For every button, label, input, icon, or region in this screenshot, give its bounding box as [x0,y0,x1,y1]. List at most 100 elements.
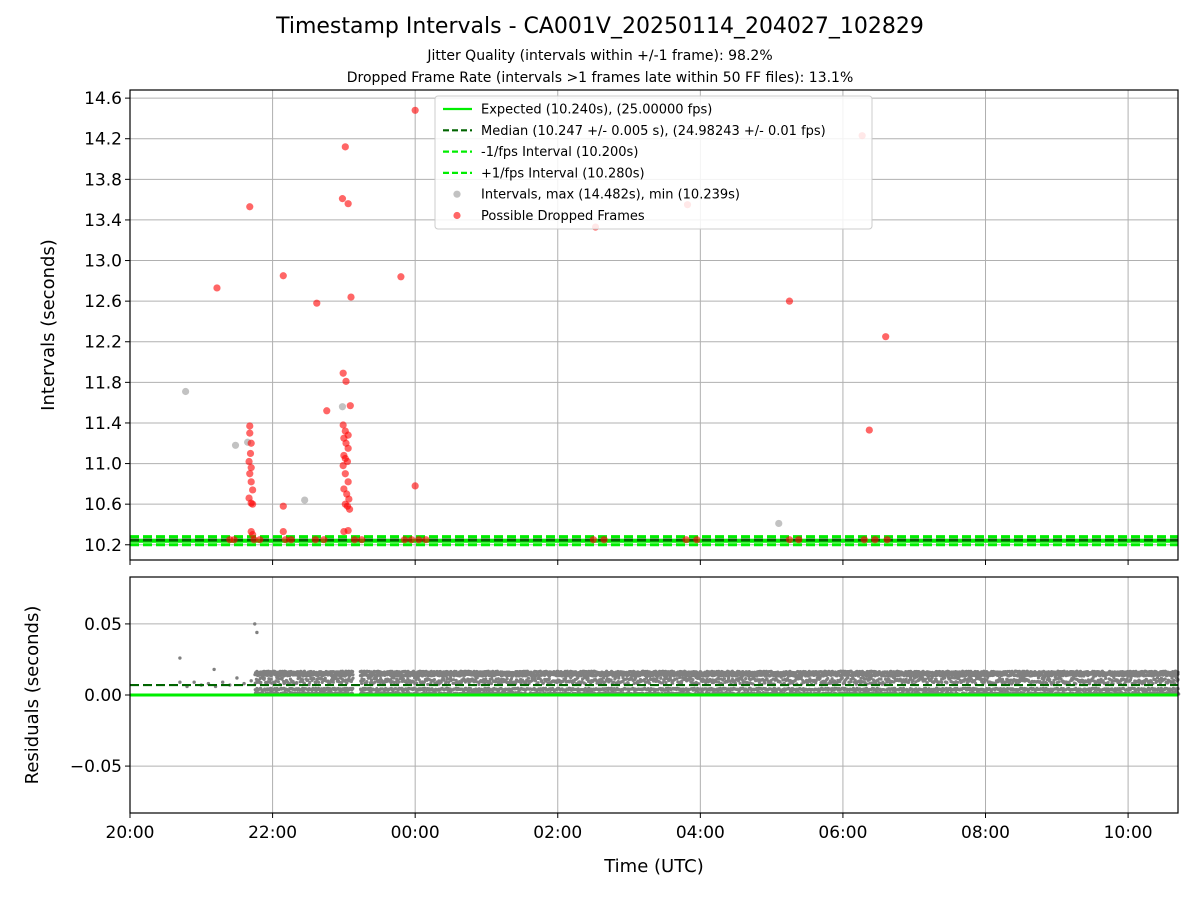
dropped-frame-point [415,536,423,544]
dropped-frame-point [883,536,891,544]
dropped-frame-point [682,536,690,544]
residual-point [945,680,949,684]
legend-label: -1/fps Interval (10.200s) [481,145,638,160]
dropped-frame-point [345,495,353,503]
legend-box [434,95,873,230]
x-tick-label: 22:00 [248,823,297,843]
dropped-frame-point [323,407,331,415]
residual-point [365,679,369,684]
top-y-tick-label: 10.2 [84,536,122,556]
residual-point [505,677,509,681]
x-tick-label: 02:00 [533,823,582,843]
residual-point [477,682,481,686]
dropped-frame-point [249,486,257,494]
top-y-tick-label: 12.2 [84,333,122,353]
residual-point [744,676,748,681]
residual-point [849,680,853,684]
residual-point [276,680,280,684]
dropped-frame-point [350,536,359,544]
residual-point [262,676,266,680]
legend-label: Expected (10.240s), (25.00000 fps) [481,103,712,118]
residual-point [422,680,426,684]
dropped-frame-point [408,536,416,544]
top-y-tick-label: 10.6 [84,495,122,515]
residual-point [432,677,436,682]
dropped-frame-point [279,527,287,536]
dropped-frame-point [341,470,349,478]
dropped-frame-point [247,464,255,472]
chart-title: Timestamp Intervals - CA001V_20250114_20… [276,14,924,39]
dropped-frame-point [882,333,890,341]
residual-point [564,676,568,680]
residual-point [611,680,616,684]
dropped-frame-point [246,449,255,458]
top-y-tick-label: 13.0 [84,252,122,272]
dropped-frame-point [795,536,803,544]
dropped-frame-point [287,536,295,544]
dropped-frame-point [279,272,287,280]
dropped-frame-point [693,536,701,544]
bottom-y-tick-label: 0.05 [84,615,122,635]
residual-point [840,676,844,680]
residual-point [1057,680,1061,684]
top-y-axis-label: Intervals (seconds) [38,239,59,411]
top-plot-frame [129,89,1179,561]
residual-point [609,678,613,682]
residual-point [727,676,731,680]
residual-point [269,677,273,681]
interval-point [182,387,190,396]
dropped-frame-point [339,369,347,377]
residual-point [621,676,625,680]
residual-point [555,680,559,685]
chart-subtitle-dropped: Dropped Frame Rate (intervals >1 frames … [346,70,854,86]
dropped-frame-point [246,203,254,211]
interval-point [338,403,347,411]
bottom-y-tick-label: −0.05 [70,757,122,777]
residual-point [360,681,364,686]
dropped-frame-point [339,421,347,429]
legend-label: Intervals, max (14.482s), min (10.239s) [481,188,740,203]
residual-point [317,680,321,684]
top-y-tick-label: 13.4 [84,211,122,231]
top-y-tick-label: 11.4 [84,414,122,434]
residual-point [259,680,263,685]
dropped-frame-point [245,457,253,466]
residual-point [351,676,355,680]
legend-dot-swatch [453,190,461,198]
residual-point [722,677,726,681]
chart-subtitle-jitter: Jitter Quality (intervals within +/-1 fr… [427,48,773,64]
residual-point [533,679,538,683]
top-y-tick-label: 14.6 [84,89,122,109]
top-y-tick-label: 13.8 [84,170,122,190]
x-tick-label: 06:00 [818,823,867,843]
residual-point [397,680,401,684]
dropped-frame-point [358,536,366,544]
residual-point [940,680,944,684]
dropped-frame-point [871,536,879,544]
dropped-frame-point [346,402,354,410]
residual-point [925,681,929,685]
dropped-frame-point [344,200,352,208]
dropped-frame-point [279,502,287,510]
residual-point [509,677,514,681]
dropped-frame-point [230,536,238,544]
dropped-frame-point [865,426,873,434]
dropped-frame-point [345,505,354,513]
top-y-tick-label: 11.0 [84,455,122,475]
bottom-y-tick-label: 0.00 [84,686,122,706]
x-tick-label: 04:00 [676,823,725,843]
x-tick-label: 08:00 [961,823,1010,843]
top-y-tick-label: 14.2 [84,130,122,150]
residual-point [617,676,621,680]
residual-point [664,680,668,685]
residual-points [253,669,1181,697]
legend-dot-swatch [453,211,461,220]
top-y-tick-label: 11.8 [84,373,122,393]
dropped-frame-point [422,536,430,544]
residual-point [547,677,551,681]
dropped-frame-point [213,284,221,292]
residual-point [351,673,355,677]
residual-point [392,676,396,680]
residual-point [955,680,960,684]
residual-point [369,678,374,683]
